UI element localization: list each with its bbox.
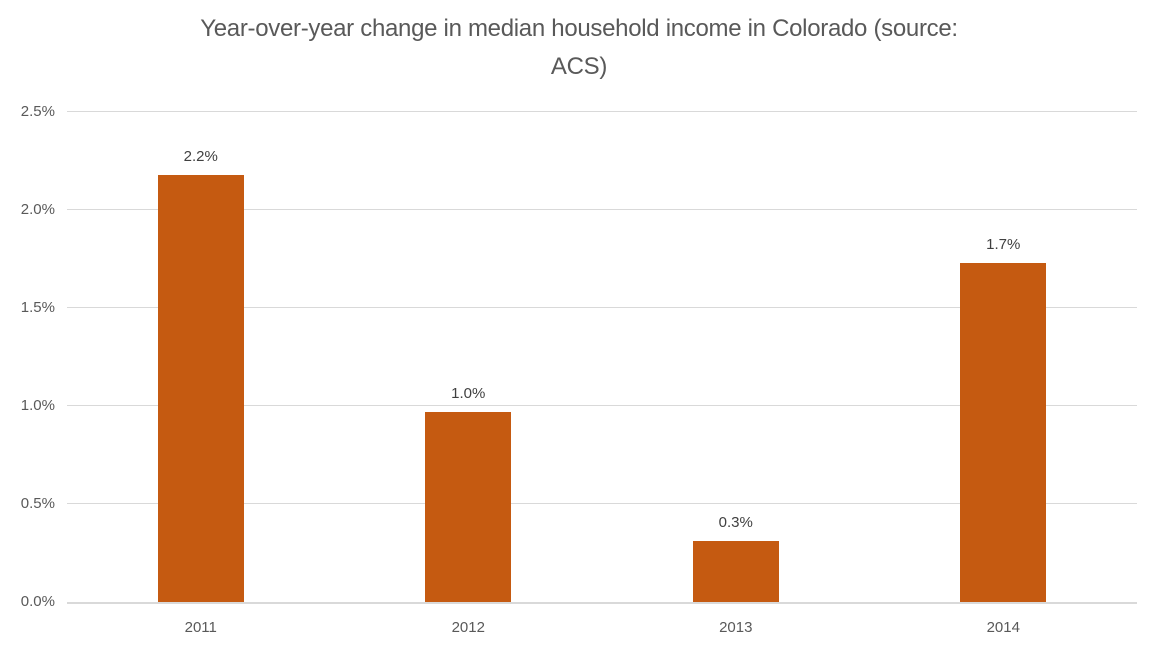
plot-area <box>67 111 1137 604</box>
chart-title-line-2: ACS) <box>550 53 608 80</box>
gridline <box>67 307 1137 308</box>
y-axis-tick-label: 0.0% <box>20 593 55 610</box>
bar-2014 <box>960 262 1047 602</box>
chart-title-line-1: Year-over-year change in median househol… <box>200 15 958 42</box>
y-axis-tick-label: 1.0% <box>20 397 55 414</box>
y-axis-tick-label: 0.5% <box>20 495 55 512</box>
gridline <box>67 405 1137 406</box>
bar-2012 <box>425 411 512 602</box>
gridline <box>67 503 1137 504</box>
gridline <box>67 111 1137 112</box>
x-axis-tick-label-2013: 2013 <box>719 619 753 636</box>
data-label-2013: 0.3% <box>718 514 753 532</box>
chart-title: Year-over-year change in median househol… <box>0 10 1158 86</box>
data-label-2012: 1.0% <box>451 384 486 402</box>
data-label-2014: 1.7% <box>986 235 1021 253</box>
data-label-2011: 2.2% <box>183 147 218 165</box>
x-axis-tick-label-2014: 2014 <box>986 619 1020 636</box>
y-axis-tick-label: 1.5% <box>20 299 55 316</box>
gridline <box>67 209 1137 210</box>
x-axis-tick-label-2012: 2012 <box>451 619 485 636</box>
x-axis-tick-label-2011: 2011 <box>184 619 217 636</box>
bar-2013 <box>692 541 779 602</box>
y-axis-tick-label: 2.0% <box>20 201 55 218</box>
bar-2011 <box>157 174 244 602</box>
y-axis-tick-label: 2.5% <box>20 103 55 120</box>
